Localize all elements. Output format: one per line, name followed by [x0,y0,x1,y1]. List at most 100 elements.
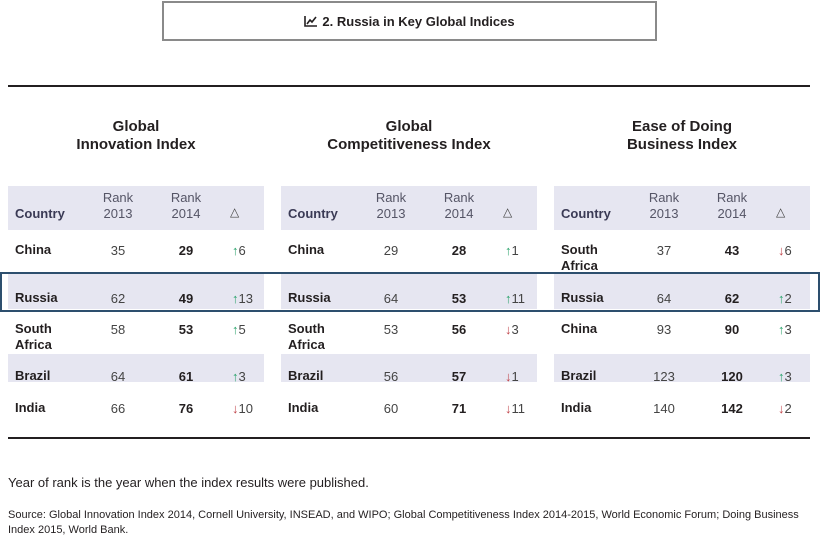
table-row: China 93 90 ↑3 [554,312,810,352]
rank-2014-value: 43 [724,243,740,258]
arrow-up-icon: ↑ [778,369,785,384]
rank-2013-value: 53 [383,322,399,337]
table-row: Brazil 56 57 ↓1 [281,354,537,385]
table-row: India 60 71 ↓11 [281,386,537,418]
rank-change-value: 3 [784,369,792,384]
table-row: Brazil 123 120 ↑3 [554,354,810,385]
rank-2014-value: 29 [178,243,194,258]
country-name-line: Russia [288,290,331,305]
country-name-line: Africa [561,258,598,273]
rank-word: Rank [102,190,134,205]
table-row: South Africa 53 56 ↓3 [281,312,537,352]
panel-title: Global Innovation Index [8,118,264,154]
country-name: China [15,242,51,258]
country-header: Country [288,206,338,221]
table-row: China 35 29 ↑6 [8,231,264,271]
panel-title-line: Business Index [626,136,738,153]
rank-change-value: 11 [511,291,526,306]
rank-change: ↑3 [778,322,792,338]
country-name: Brazil [561,368,596,384]
country-header: Country [15,206,65,221]
rank-2014-header: Rank 2014 [156,190,216,222]
rank-2013-value: 66 [110,401,126,416]
arrow-down-icon: ↓ [505,322,512,337]
rank-change-value: 5 [238,322,246,337]
country-name: China [288,242,324,258]
rank-change-value: 13 [238,291,253,306]
table-row: Russia 62 49 ↑13 [8,274,264,309]
rank-change: ↓3 [505,322,519,338]
arrow-up-icon: ↑ [505,243,512,258]
country-name-line: India [561,400,592,415]
rank-word: Rank [443,190,475,205]
rank-2013-header: Rank 2013 [634,190,694,222]
rank-2013-value: 35 [110,243,126,258]
country-name-line: Africa [288,337,325,352]
source-note: Source: Global Innovation Index 2014, Co… [8,509,799,536]
top-rule [8,85,810,87]
country-name-line: India [15,400,46,415]
rank-word: Rank [170,190,202,205]
rank-2014-value: 142 [721,401,743,416]
rank-2013-value: 64 [383,291,399,306]
country-name-line: China [15,242,52,257]
change-header: △ [776,205,786,219]
panel-title-line: Global [112,118,160,135]
rank-2013-value: 56 [383,369,399,384]
rank-year: 2013 [103,206,133,221]
rank-2013-header: Rank 2013 [361,190,421,222]
arrow-down-icon: ↓ [505,369,512,384]
change-header: △ [230,205,240,219]
country-name: India [561,400,591,416]
rank-change: ↑2 [778,291,792,307]
rank-change-value: 3 [784,322,792,337]
country-name-line: Brazil [15,368,51,383]
rank-change: ↑5 [232,322,246,338]
country-name: Brazil [15,368,50,384]
rank-2014-value: 62 [724,291,740,306]
country-name: Russia [15,290,58,306]
country-name-line: South [288,321,325,336]
rank-change: ↑3 [778,369,792,385]
arrow-up-icon: ↑ [505,291,512,306]
rank-2014-header: Rank 2014 [429,190,489,222]
rank-word: Rank [716,190,748,205]
figure-title-box: 2. Russia in Key Global Indices [162,1,657,41]
arrow-up-icon: ↑ [232,243,239,258]
rank-change: ↓6 [778,243,792,259]
rank-change-value: 6 [238,243,246,258]
rank-2014-value: 57 [451,369,467,384]
table-row: India 140 142 ↓2 [554,386,810,418]
country-name-line: South [15,321,52,336]
rank-2014-value: 120 [721,369,743,384]
rank-2014-value: 53 [451,291,467,306]
arrow-down-icon: ↓ [778,401,785,416]
table-row: Brazil 64 61 ↑3 [8,354,264,384]
arrow-up-icon: ↑ [232,322,239,337]
panel-title-line: Innovation Index [76,136,196,153]
rank-change-value: 6 [784,243,792,258]
change-header: △ [503,205,513,219]
arrow-down-icon: ↓ [232,401,239,416]
rank-2014-header: Rank 2014 [702,190,762,222]
country-name-line: Russia [561,290,604,305]
rank-change: ↓2 [778,401,792,417]
country-name-line: Africa [15,337,52,352]
country-name: India [288,400,318,416]
rank-change-value: 2 [784,291,792,306]
rank-2014-value: 49 [178,291,194,306]
country-name: South Africa [15,321,52,353]
rank-2013-value: 64 [110,369,126,384]
rank-2013-value: 140 [653,401,675,416]
rank-2014-value: 76 [178,401,194,416]
panel-title-line: Ease of Doing [631,118,732,135]
rank-word: Rank [375,190,407,205]
table-row: South Africa 58 53 ↑5 [8,312,264,352]
rank-change-value: 2 [784,401,792,416]
rank-change: ↑13 [232,291,253,307]
rank-2013-value: 37 [656,243,672,258]
rank-2013-value: 58 [110,322,126,337]
rank-change-value: 1 [511,369,519,384]
rank-change: ↓1 [505,369,519,385]
footnote: Year of rank is the year when the index … [8,475,369,490]
